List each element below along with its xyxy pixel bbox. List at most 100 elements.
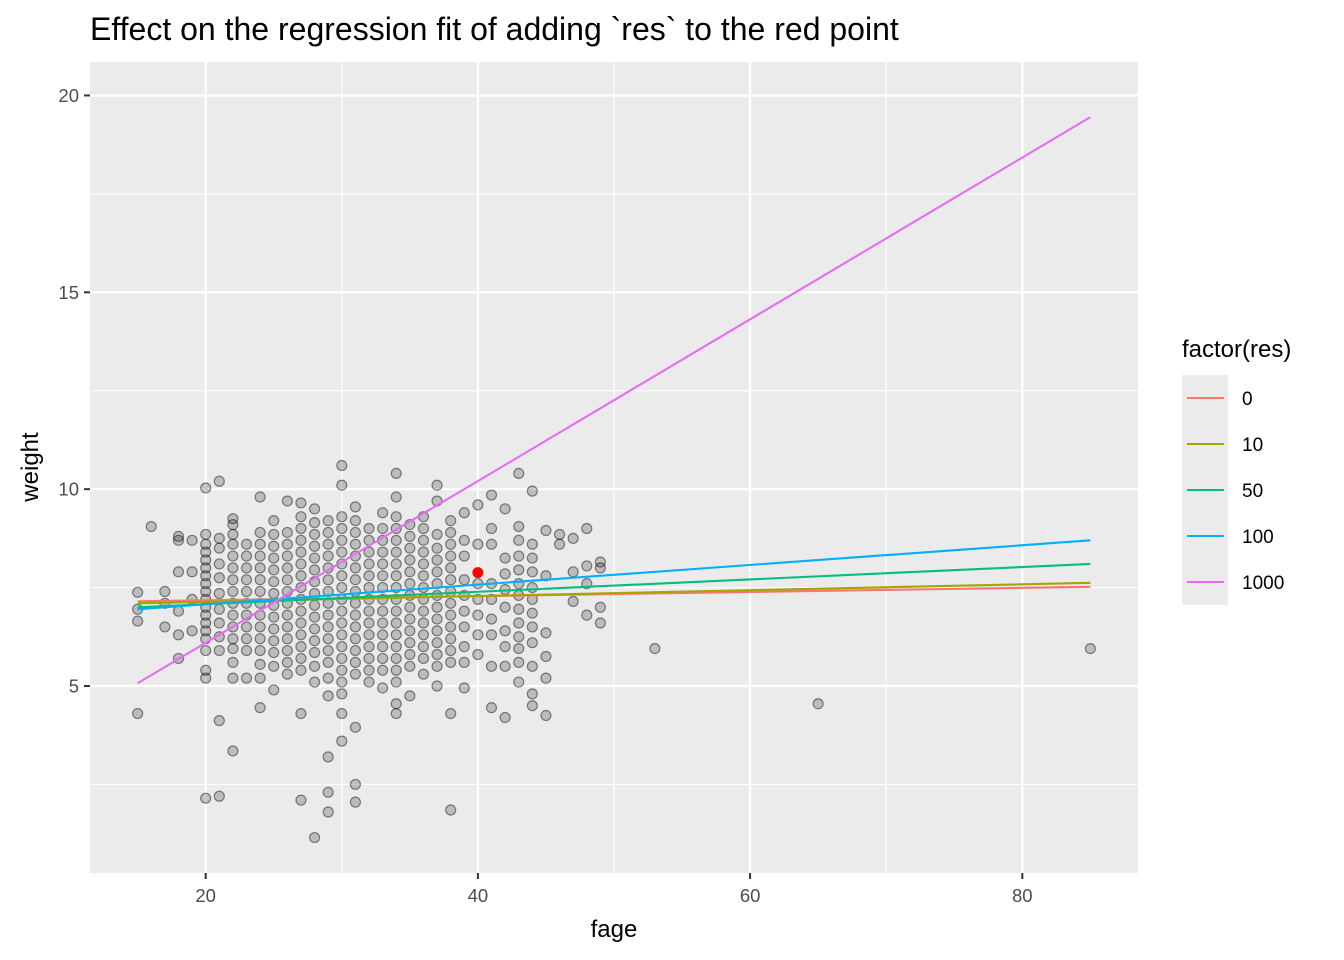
data-point bbox=[268, 576, 280, 588]
data-point bbox=[417, 522, 430, 535]
data-point bbox=[213, 603, 225, 615]
highlighted-point-layer bbox=[472, 567, 484, 579]
regression-lines bbox=[137, 116, 1091, 685]
data-point bbox=[431, 542, 443, 554]
data-point bbox=[254, 658, 266, 670]
data-point bbox=[268, 515, 280, 527]
data-point bbox=[281, 526, 293, 539]
data-point bbox=[336, 570, 348, 582]
data-point bbox=[499, 641, 511, 653]
data-point bbox=[390, 491, 402, 503]
data-point bbox=[240, 562, 253, 574]
data-point bbox=[390, 707, 402, 720]
data-point bbox=[349, 721, 362, 733]
data-point bbox=[322, 786, 334, 798]
data-point bbox=[200, 644, 212, 657]
data-point bbox=[349, 538, 362, 550]
data-point bbox=[227, 518, 239, 531]
legend: factor(res) 0 10 50 100 1000 bbox=[1182, 336, 1291, 605]
data-point bbox=[349, 778, 362, 791]
red-point bbox=[472, 567, 484, 579]
data-point bbox=[581, 522, 593, 535]
data-point bbox=[513, 550, 525, 562]
y-tick-label: 15 bbox=[58, 282, 79, 303]
data-point bbox=[240, 672, 253, 684]
data-point bbox=[485, 522, 498, 535]
data-point bbox=[363, 570, 375, 582]
data-point bbox=[499, 625, 511, 637]
data-point bbox=[472, 538, 484, 550]
data-point bbox=[322, 621, 334, 633]
data-point bbox=[308, 660, 321, 672]
data-point bbox=[553, 538, 566, 550]
y-tick-label: 20 bbox=[58, 85, 79, 106]
data-point bbox=[336, 459, 348, 472]
data-point bbox=[268, 611, 280, 623]
data-point bbox=[268, 564, 280, 576]
data-point bbox=[295, 605, 307, 617]
data-point bbox=[540, 627, 552, 639]
data-point bbox=[349, 515, 362, 527]
data-point bbox=[594, 617, 606, 629]
legend-label-10: 10 bbox=[1242, 435, 1263, 456]
data-point bbox=[295, 570, 307, 582]
data-point bbox=[336, 534, 348, 546]
data-point bbox=[349, 597, 362, 609]
data-point bbox=[349, 526, 362, 539]
data-point bbox=[445, 644, 457, 657]
y-tick-label: 10 bbox=[58, 479, 79, 500]
data-point bbox=[472, 629, 484, 641]
data-point bbox=[349, 633, 362, 645]
data-point bbox=[390, 570, 402, 582]
data-point bbox=[200, 562, 212, 574]
data-point bbox=[349, 574, 362, 586]
data-point bbox=[268, 623, 280, 635]
data-point bbox=[445, 515, 457, 527]
data-point bbox=[377, 507, 389, 519]
data-points bbox=[132, 459, 1096, 844]
data-point bbox=[431, 566, 443, 578]
data-point bbox=[295, 546, 307, 558]
data-point bbox=[349, 562, 362, 574]
data-point bbox=[390, 605, 402, 617]
data-point bbox=[485, 613, 498, 625]
data-point bbox=[417, 558, 430, 570]
data-point bbox=[132, 707, 144, 720]
data-point bbox=[295, 652, 307, 665]
data-point bbox=[377, 558, 389, 570]
data-point bbox=[308, 517, 321, 529]
data-point bbox=[254, 562, 266, 574]
data-point bbox=[240, 574, 253, 586]
data-point bbox=[336, 664, 348, 676]
data-point bbox=[377, 652, 389, 665]
data-point bbox=[268, 587, 280, 600]
data-point bbox=[363, 664, 375, 676]
data-point bbox=[417, 641, 430, 653]
data-point bbox=[254, 672, 266, 684]
data-point bbox=[417, 668, 430, 680]
data-point bbox=[268, 635, 280, 647]
data-point bbox=[308, 831, 321, 844]
data-point bbox=[200, 664, 212, 676]
data-point bbox=[445, 538, 457, 550]
regression-line-1000 bbox=[137, 116, 1091, 685]
data-point bbox=[404, 530, 416, 542]
data-point bbox=[417, 652, 430, 665]
data-point bbox=[349, 501, 362, 513]
data-point bbox=[227, 609, 239, 621]
data-point bbox=[281, 574, 293, 586]
data-point bbox=[390, 641, 402, 653]
data-point bbox=[458, 682, 470, 694]
data-point bbox=[281, 668, 293, 680]
data-point bbox=[322, 550, 334, 562]
data-point bbox=[540, 709, 552, 722]
data-point bbox=[404, 542, 416, 554]
data-point bbox=[377, 581, 389, 594]
data-point bbox=[295, 511, 307, 523]
data-point bbox=[431, 613, 443, 625]
data-point bbox=[295, 522, 307, 535]
data-point bbox=[308, 503, 321, 515]
data-point bbox=[322, 656, 334, 668]
data-point bbox=[336, 707, 348, 720]
data-point bbox=[540, 524, 552, 537]
